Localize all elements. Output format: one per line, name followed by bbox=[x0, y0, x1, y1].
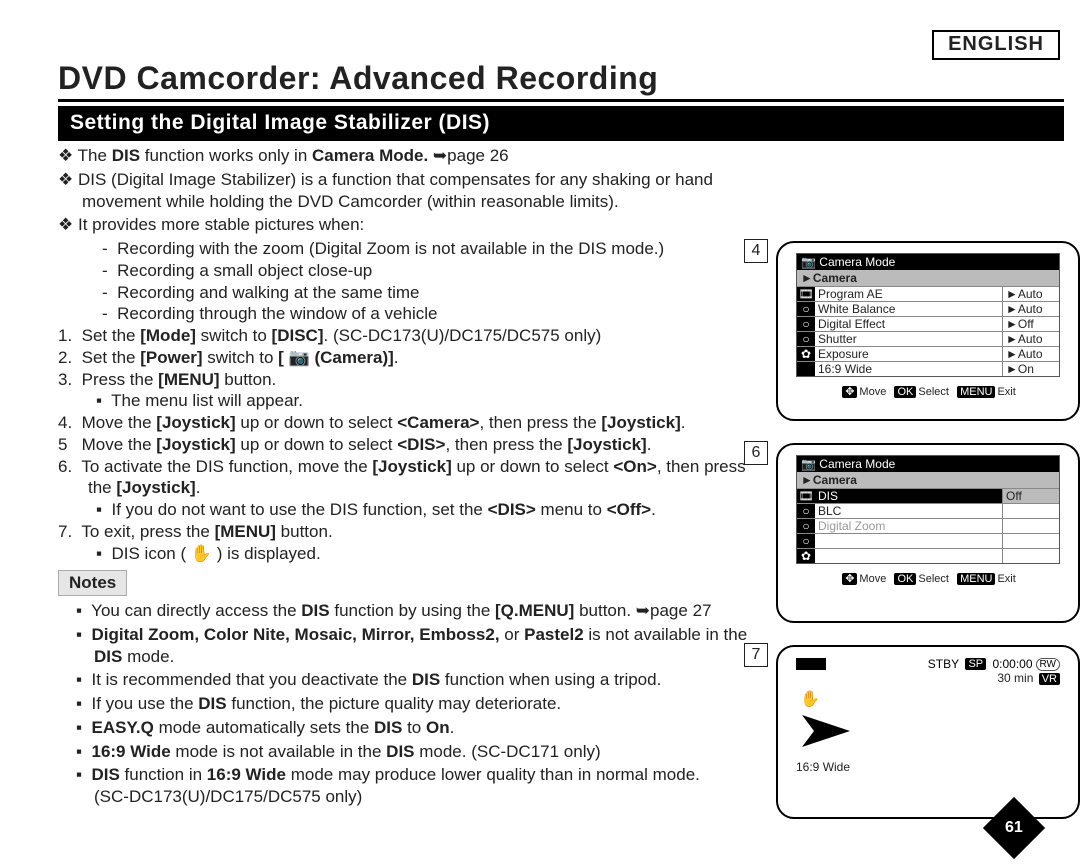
dash-walking: - Recording and walking at the same time bbox=[58, 282, 748, 304]
p7-status-row: STBY SP 0:00:00 RW bbox=[796, 657, 1060, 671]
menu-box-6: 📷 Camera Mode ►Camera 🎞DISOff○BLC○Digita… bbox=[796, 455, 1060, 564]
arrow-icon bbox=[796, 709, 1060, 756]
menu-row: ✿Exposure►Auto bbox=[797, 346, 1059, 361]
note-easyq: ▪ EASY.Q mode automatically sets the DIS… bbox=[58, 717, 748, 739]
note-169-unavailable: ▪ 16:9 Wide mode is not available in the… bbox=[58, 741, 748, 763]
body-text-column: ❖ The DIS function works only in Camera … bbox=[58, 145, 748, 808]
step-7: 7. To exit, press the [MENU] button. bbox=[58, 521, 748, 543]
dash-closeup: - Recording a small object close-up bbox=[58, 260, 748, 282]
menu-row: 🎞Program AE►Auto bbox=[797, 286, 1059, 301]
dis-icon: ✋ bbox=[800, 689, 1060, 709]
hints-6: ✥Move OKSelect MENUExit bbox=[778, 566, 1078, 593]
menu-box-4: 📷 Camera Mode ►Camera 🎞Program AE►Auto○W… bbox=[796, 253, 1060, 377]
step-3-sub: ▪ The menu list will appear. bbox=[58, 390, 748, 412]
menu-row: ○BLC bbox=[797, 503, 1059, 518]
screen-panel-7: 7 STBY SP 0:00:00 RW 30 min VR ✋ bbox=[776, 645, 1080, 819]
note-unavailable: ▪ Digital Zoom, Color Nite, Mosaic, Mirr… bbox=[58, 624, 748, 668]
hints-4: ✥Move OKSelect MENUExit bbox=[778, 379, 1078, 406]
step-6: 6. To activate the DIS function, move th… bbox=[58, 456, 748, 500]
step-5: 5 Move the [Joystick] up or down to sele… bbox=[58, 434, 748, 456]
section-heading: Setting the Digital Image Stabilizer (DI… bbox=[58, 106, 1064, 141]
p7-wide-label: 16:9 Wide bbox=[796, 760, 1060, 774]
dash-zoom: - Recording with the zoom (Digital Zoom … bbox=[58, 238, 748, 260]
menu-row: ○White Balance►Auto bbox=[797, 301, 1059, 316]
step-4: 4. Move the [Joystick] up or down to sel… bbox=[58, 412, 748, 434]
menu-row: ○Digital Zoom bbox=[797, 518, 1059, 533]
note-quality: ▪ If you use the DIS function, the pictu… bbox=[58, 693, 748, 715]
panel-number-6: 6 bbox=[744, 441, 768, 465]
screen-panel-4: 4 📷 Camera Mode ►Camera 🎞Program AE►Auto… bbox=[776, 241, 1080, 421]
menu-category-4: ►Camera bbox=[797, 270, 1059, 286]
note-tripod: ▪ It is recommended that you deactivate … bbox=[58, 669, 748, 691]
note-169-quality: ▪ DIS function in 16:9 Wide mode may pro… bbox=[58, 764, 748, 808]
menu-row: 🎞DISOff bbox=[797, 488, 1059, 503]
p7-remain-row: 30 min VR bbox=[796, 671, 1060, 685]
note-qmenu: ▪ You can directly access the DIS functi… bbox=[58, 600, 748, 622]
menu-row: ○Digital Effect►Off bbox=[797, 316, 1059, 331]
battery-icon bbox=[796, 658, 826, 670]
bullet-dis-camera-mode: ❖ The DIS function works only in Camera … bbox=[58, 145, 748, 167]
menu-row: ✿ bbox=[797, 548, 1059, 563]
step-1: 1. Set the [Mode] switch to [DISC]. (SC-… bbox=[58, 325, 748, 347]
menu-row: ○Shutter►Auto bbox=[797, 331, 1059, 346]
panel-number-7: 7 bbox=[744, 643, 768, 667]
page-title: DVD Camcorder: Advanced Recording bbox=[58, 60, 1064, 102]
menu-row: 16:9 Wide►On bbox=[797, 361, 1059, 376]
menu-head-4: 📷 Camera Mode bbox=[797, 254, 1059, 270]
step-7-sub: ▪ DIS icon ( ✋ ) is displayed. bbox=[58, 543, 748, 565]
screen-panel-6: 6 📷 Camera Mode ►Camera 🎞DISOff○BLC○Digi… bbox=[776, 443, 1080, 623]
bullet-dis-definition: ❖ DIS (Digital Image Stabilizer) is a fu… bbox=[58, 169, 748, 213]
step-3: 3. Press the [MENU] button. bbox=[58, 369, 748, 391]
panel-number-4: 4 bbox=[744, 239, 768, 263]
menu-row: ○ bbox=[797, 533, 1059, 548]
bullet-stable-when: ❖ It provides more stable pictures when: bbox=[58, 214, 748, 236]
dash-vehicle: - Recording through the window of a vehi… bbox=[58, 303, 748, 325]
step-2: 2. Set the [Power] switch to [ 📷 (Camera… bbox=[58, 347, 748, 369]
step-6-sub: ▪ If you do not want to use the DIS func… bbox=[58, 499, 748, 521]
menu-category-6: ►Camera bbox=[797, 472, 1059, 488]
menu-head-6: 📷 Camera Mode bbox=[797, 456, 1059, 472]
notes-heading: Notes bbox=[58, 570, 127, 596]
language-box: ENGLISH bbox=[932, 30, 1060, 60]
